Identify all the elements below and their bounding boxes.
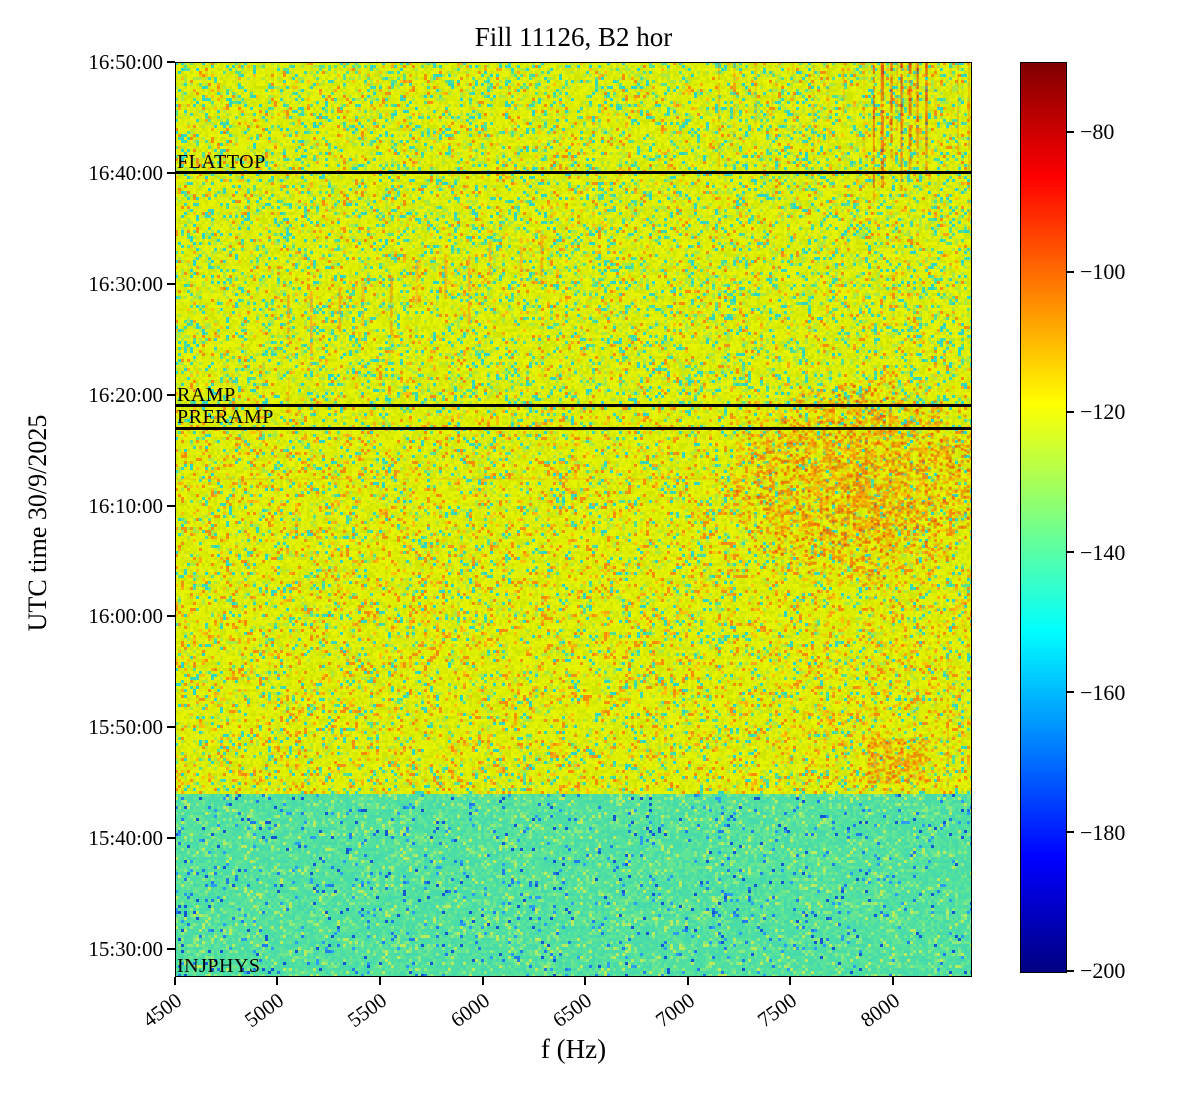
y-tick-mark — [167, 172, 175, 174]
y-tick-label: 15:30:00 — [88, 937, 163, 961]
colorbar-tick-mark — [1067, 551, 1074, 553]
plot-title: Fill 11126, B2 hor — [474, 22, 673, 52]
y-tick-mark — [167, 837, 175, 839]
y-tick-mark — [167, 948, 175, 950]
beam-mode-label-injphys: INJPHYS — [177, 955, 261, 977]
y-tick-mark — [167, 394, 175, 396]
x-tick-mark — [379, 977, 381, 985]
colorbar-tick-mark — [1067, 970, 1074, 972]
colorbar-tick-label: −200 — [1080, 958, 1126, 983]
beam-mode-line-flattop — [175, 171, 972, 175]
colorbar-tick-mark — [1067, 691, 1074, 693]
x-tick-mark — [687, 977, 689, 985]
colorbar-tick-mark — [1067, 831, 1074, 833]
x-axis-label: f (Hz) — [540, 1034, 607, 1064]
spectrogram-image — [175, 62, 972, 977]
beam-mode-line-preramp — [175, 426, 972, 430]
beam-mode-label-flattop: FLATTOP — [177, 150, 266, 173]
x-tick-mark — [276, 977, 278, 985]
y-tick-mark — [167, 726, 175, 728]
x-tick-mark — [789, 977, 791, 985]
colorbar — [1020, 62, 1067, 973]
beam-mode-label-ramp: RAMP — [177, 383, 236, 406]
y-tick-label: 15:50:00 — [88, 715, 163, 739]
y-tick-label: 16:00:00 — [88, 604, 163, 628]
y-tick-mark — [167, 61, 175, 63]
x-tick-label: 4500 — [138, 988, 187, 1033]
colorbar-tick-label: −120 — [1080, 399, 1126, 424]
beam-mode-line-ramp — [175, 404, 972, 408]
y-tick-label: 16:40:00 — [88, 161, 163, 185]
y-tick-label: 15:40:00 — [88, 826, 163, 850]
y-tick-mark — [167, 615, 175, 617]
colorbar-tick-mark — [1067, 271, 1074, 273]
colorbar-tick-label: −180 — [1080, 820, 1126, 845]
colorbar-tick-label: −140 — [1080, 540, 1126, 565]
y-tick-mark — [167, 283, 175, 285]
x-tick-mark — [892, 977, 894, 985]
plot-area: FLATTOP RAMP PRERAMP INJPHYS — [175, 62, 972, 977]
x-tick-mark — [584, 977, 586, 985]
y-tick-label: 16:10:00 — [88, 494, 163, 518]
colorbar-tick-label: −100 — [1080, 259, 1126, 284]
beam-mode-label-preramp: PRERAMP — [177, 406, 274, 428]
x-tick-mark — [174, 977, 176, 985]
colorbar-tick-label: −80 — [1080, 119, 1115, 144]
colorbar-tick-label: −160 — [1080, 680, 1126, 705]
y-tick-label: 16:50:00 — [88, 50, 163, 74]
y-tick-mark — [167, 505, 175, 507]
colorbar-tick-mark — [1067, 131, 1074, 133]
y-tick-label: 16:20:00 — [88, 383, 163, 407]
x-tick-mark — [482, 977, 484, 985]
colorbar-tick-mark — [1067, 411, 1074, 413]
y-tick-label: 16:30:00 — [88, 272, 163, 296]
